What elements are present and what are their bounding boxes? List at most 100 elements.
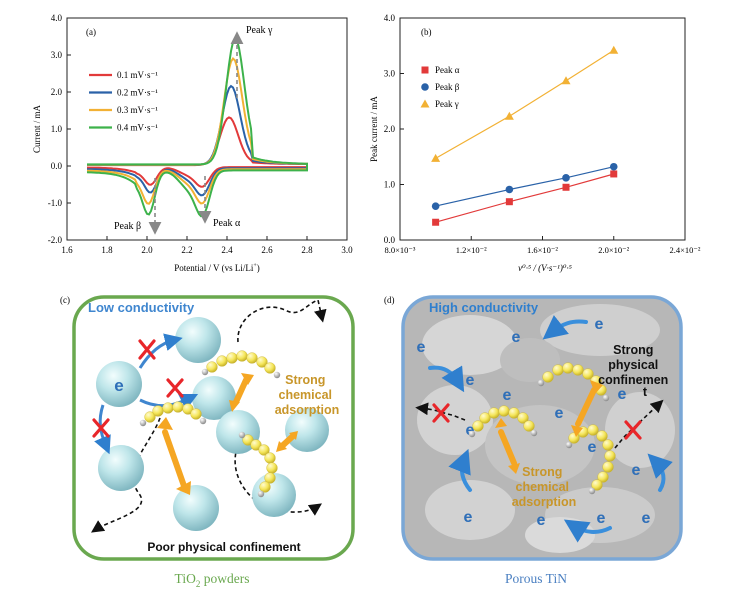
cv-x-tick-label: 2.4 (221, 245, 233, 255)
peak-beta-label: Peak β (114, 221, 141, 232)
cv-x-tick-label: 3.0 (341, 245, 353, 255)
peak-current-chart-panel: (b) 8.0×10⁻³ 1.2×10⁻² 1.6×10⁻² 2.0×10⁻² 2.4×… (369, 13, 701, 273)
sulfur-bead (602, 461, 614, 473)
peak-series-line (435, 49, 615, 159)
peak-legend-marker (421, 66, 429, 74)
cv-legend-label: 0.3 mV·s⁻¹ (117, 105, 158, 115)
cv-y-tick-label: -2.0 (48, 235, 63, 245)
peak-y-axis-label: Peak current / mA (369, 96, 379, 162)
blocked-cross-icon (138, 339, 156, 360)
sulfur-bead (508, 407, 520, 419)
sulfur-bead (172, 401, 184, 413)
cv-x-tick-label: 2.0 (141, 245, 153, 255)
lithium-bead (588, 487, 596, 495)
peak-data-point (431, 153, 441, 162)
lithium-bead (257, 490, 265, 498)
cv-x-tick-label: 2.2 (181, 245, 192, 255)
sulfur-bead (552, 364, 564, 376)
electron-label: e (632, 462, 641, 479)
cv-legend-label: 0.1 mV·s⁻¹ (117, 70, 158, 80)
sulfur-bead (472, 420, 484, 432)
schematic-d-label: (d) (384, 295, 395, 305)
tio2-sphere (96, 361, 142, 407)
cv-legend-label: 0.4 mV·s⁻¹ (117, 123, 158, 133)
lithium-bead (565, 441, 573, 449)
sulfur-bead (258, 444, 270, 456)
tin-caption: Porous TiN (505, 571, 567, 586)
sulfur-bead (206, 361, 218, 373)
cv-chart-panel: (a) 1.6 1.8 2.0 2.2 2.4 2.6 2.8 3.0 -2.0 -1.0 0.0… (32, 13, 353, 273)
peak-legend-marker (420, 99, 430, 108)
tio2-sphere (98, 445, 144, 491)
sulfur-bead (488, 407, 500, 419)
cv-series-line (86, 36, 308, 218)
electron-label: e (466, 372, 475, 389)
lithium-bead (238, 431, 246, 439)
peak-y-tick-label: 1.0 (384, 180, 396, 190)
peak-x-axis-label: v⁰·⁵ / (V·s⁻¹)⁰·⁵ (518, 263, 572, 273)
lithium-bead (199, 417, 207, 425)
sulfur-bead (602, 439, 614, 451)
sulfur-bead (591, 479, 603, 491)
adsorption-arrowhead (229, 373, 254, 412)
low-conductivity-title: Low conductivity (88, 300, 195, 315)
sulfur-bead (152, 405, 164, 417)
cv-x-tick-label: 1.6 (61, 245, 73, 255)
sulfur-bead (604, 450, 616, 462)
tio2-sphere (173, 485, 219, 531)
sulfur-bead (236, 350, 248, 362)
peak-legend-label: Peak α (435, 65, 460, 75)
sulfur-bead (256, 356, 268, 368)
tio2-schematic-panel: (c) Low conductivity e (60, 295, 355, 589)
cv-y-tick-label: 4.0 (51, 13, 63, 23)
lithium-bead (201, 368, 209, 376)
lithium-bead (468, 430, 476, 438)
chemical-adsorption-label: Strong chemical adsorption (275, 373, 340, 417)
poor-confinement-label: Poor physical confinement (147, 540, 300, 554)
diffusion-path (91, 417, 161, 533)
adsorption-arrow (233, 377, 249, 405)
high-conductivity-title: High conductivity (429, 300, 539, 315)
electron-label: e (417, 339, 426, 356)
tio2-sphere (175, 317, 221, 363)
peak-y-tick-label: 4.0 (384, 13, 396, 23)
peak-series-line (435, 173, 614, 223)
electron-label: e (595, 316, 604, 333)
peak-data-point (505, 185, 514, 194)
sulfur-bead (264, 362, 276, 374)
tio2-sphere (285, 408, 329, 452)
cv-series-line (87, 84, 308, 197)
cv-y-tick-label: 3.0 (51, 50, 63, 60)
tio2-caption: TiO2 powders (175, 571, 250, 589)
peak-data-point (609, 45, 619, 54)
peak-x-tick-label: 1.6×10⁻² (527, 245, 558, 255)
peak-y-tick-label: 3.0 (384, 69, 396, 79)
peak-legend-label: Peak γ (435, 99, 459, 109)
sulfur-bead (250, 439, 262, 451)
sulfur-bead (264, 472, 276, 484)
sulfur-bead (144, 411, 156, 423)
lithium-bead (602, 394, 610, 402)
sulfur-bead (182, 403, 194, 415)
schematic-c-label: (c) (60, 295, 70, 305)
escape-arrow (614, 399, 664, 449)
blocked-cross-icon (432, 403, 450, 423)
sulfur-bead (162, 402, 174, 414)
sulfur-bead (517, 412, 529, 424)
peak-series-line (435, 166, 614, 207)
peak-data-point (562, 174, 570, 182)
sulfur-bead (587, 424, 599, 436)
electron-label: e (555, 405, 564, 422)
peak-data-point (561, 76, 571, 85)
electron-label: e (114, 376, 123, 395)
electron-label: e (588, 439, 597, 456)
sulfur-bead (596, 430, 608, 442)
electron-label: e (642, 510, 651, 527)
blocked-cross-icon (166, 378, 184, 398)
lithium-bead (537, 379, 545, 387)
sulfur-bead (266, 462, 278, 474)
sulfur-bead (216, 355, 228, 367)
adsorption-arrowhead (157, 417, 191, 495)
peak-data-point (432, 218, 440, 226)
